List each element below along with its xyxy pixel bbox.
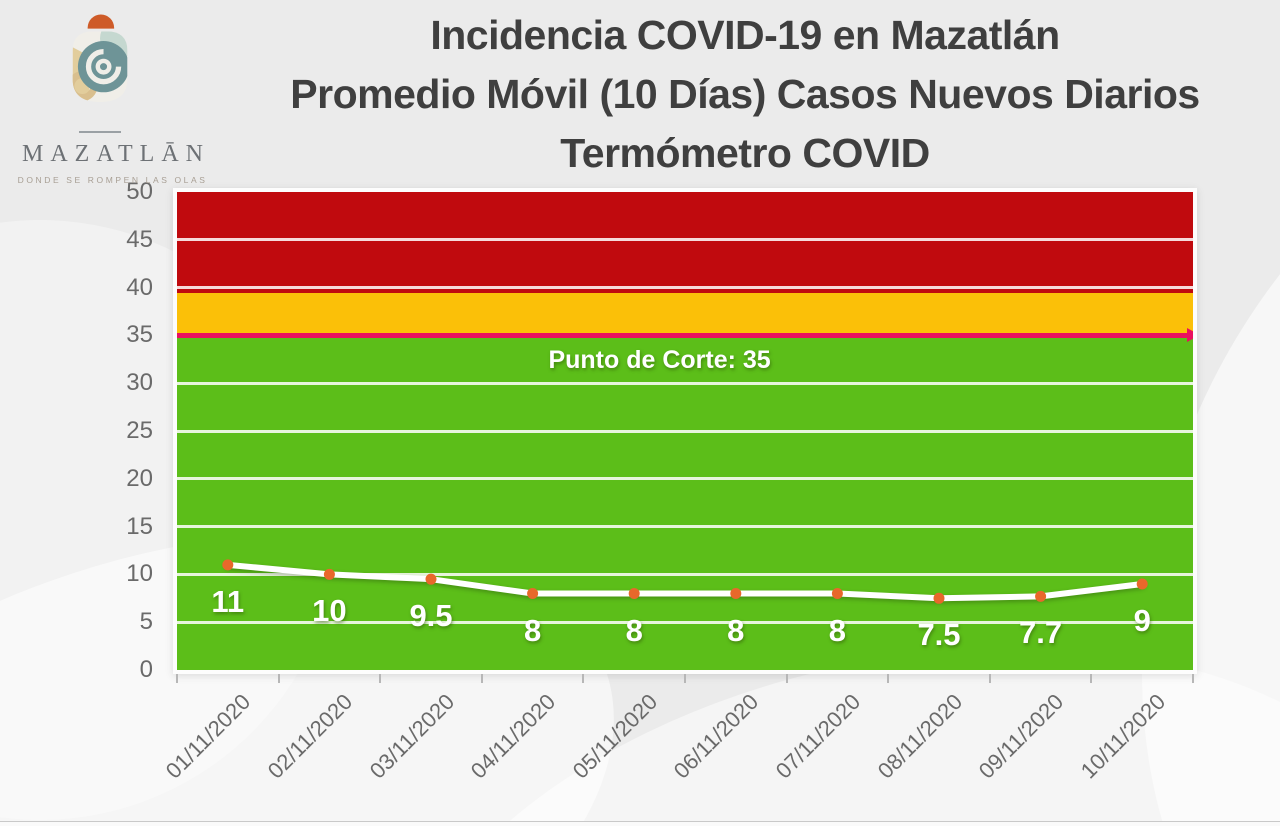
x-axis-tick bbox=[684, 674, 686, 683]
x-tick-label: 08/11/2020 bbox=[872, 689, 967, 784]
data-point-marker bbox=[1035, 590, 1047, 602]
zone-green bbox=[177, 335, 1193, 670]
data-point-marker bbox=[425, 573, 437, 585]
x-axis-tick bbox=[582, 674, 585, 683]
data-label: 8 bbox=[523, 612, 542, 648]
chart-title: Incidencia COVID-19 en Mazatlán Promedio… bbox=[235, 6, 1255, 183]
gridline-25 bbox=[177, 429, 1193, 433]
gridline-45 bbox=[177, 238, 1193, 242]
plot-area: Punto de Corte: 35 11 10 9.5 8 8 8 8 7.5 7.7 9 bbox=[173, 188, 1197, 674]
zone-red bbox=[177, 192, 1193, 294]
data-label: 8 bbox=[727, 612, 745, 648]
y-tick-label: 35 bbox=[126, 321, 153, 349]
y-tick-label: 20 bbox=[126, 464, 153, 492]
logo-brand-text: MAZATLĀN bbox=[22, 141, 210, 167]
plot-inner: Punto de Corte: 35 11 10 9.5 8 8 8 8 7.5 7.7 9 bbox=[177, 192, 1193, 670]
bottom-edge-bar bbox=[0, 821, 1280, 826]
data-point-marker bbox=[1136, 578, 1148, 590]
title-line-2: Promedio Móvil (10 Días) Casos Nuevos Di… bbox=[290, 71, 1200, 117]
y-axis: 0 5 10 15 20 25 30 35 40 45 50 bbox=[0, 179, 153, 683]
zone-yellow bbox=[177, 293, 1193, 336]
y-tick-label: 10 bbox=[126, 560, 153, 588]
y-tick-label: 5 bbox=[139, 608, 153, 636]
x-axis-tick bbox=[480, 674, 483, 683]
y-tick-label: 25 bbox=[126, 417, 153, 444]
x-tick-label: 04/11/2020 bbox=[465, 689, 561, 784]
x-tick-label: 10/11/2020 bbox=[1075, 689, 1170, 784]
data-point-marker bbox=[323, 568, 335, 580]
y-tick-label: 15 bbox=[126, 512, 153, 540]
x-axis-tick bbox=[379, 674, 382, 683]
gridline-40 bbox=[177, 286, 1193, 290]
cutoff-label: Punto de Corte: 35 bbox=[548, 346, 771, 375]
data-point-marker bbox=[222, 559, 234, 571]
y-tick-label: 50 bbox=[126, 178, 153, 205]
logo-divider bbox=[79, 131, 121, 133]
x-tick-label: 09/11/2020 bbox=[973, 689, 1069, 784]
cutoff-line bbox=[177, 327, 1193, 342]
gridline-20 bbox=[177, 477, 1193, 481]
gridline-10 bbox=[177, 572, 1193, 576]
data-label: 8 bbox=[828, 612, 847, 648]
x-axis-tick bbox=[1192, 674, 1194, 683]
gridline-5 bbox=[177, 620, 1193, 624]
mazatlan-shell-icon bbox=[72, 14, 128, 102]
x-tick-label: 05/11/2020 bbox=[567, 689, 662, 784]
x-axis-tick bbox=[1090, 674, 1093, 683]
x-axis-tick bbox=[785, 674, 788, 683]
x-axis: 01/11/2020 02/11/2020 03/11/2020 04/11/2020… bbox=[161, 674, 1194, 824]
y-tick-label: 0 bbox=[139, 656, 153, 683]
y-tick-label: 40 bbox=[126, 273, 153, 301]
data-point-marker bbox=[527, 588, 539, 600]
y-tick-label: 30 bbox=[126, 369, 153, 397]
x-axis-tick bbox=[988, 674, 991, 683]
logo-tagline-text: DONDE SE ROMPEN LAS OLAS bbox=[17, 175, 208, 185]
x-axis-tick bbox=[887, 674, 890, 683]
data-label: 9.5 bbox=[409, 598, 453, 634]
data-point-marker bbox=[730, 588, 742, 600]
x-tick-label: 06/11/2020 bbox=[669, 689, 764, 784]
x-tick-label: 07/11/2020 bbox=[770, 689, 866, 784]
data-point-marker bbox=[628, 588, 640, 600]
data-label: 7.7 bbox=[1019, 615, 1063, 651]
title-line-1: Incidencia COVID-19 en Mazatlán bbox=[430, 12, 1060, 58]
data-label: 9 bbox=[1133, 602, 1151, 638]
gridline-30 bbox=[177, 381, 1193, 385]
trend-line-layer bbox=[222, 559, 1148, 604]
x-tick-label: 02/11/2020 bbox=[262, 689, 358, 784]
cutoff-arrow-icon bbox=[1187, 327, 1193, 342]
data-label: 7.5 bbox=[917, 617, 961, 653]
data-label: 10 bbox=[312, 593, 347, 629]
title-line-3: Termómetro COVID bbox=[560, 130, 930, 176]
data-point-marker bbox=[831, 588, 843, 600]
y-tick-label: 45 bbox=[126, 225, 153, 253]
data-label: 8 bbox=[625, 612, 643, 648]
data-point-marker bbox=[933, 592, 945, 604]
x-axis-tick bbox=[176, 674, 178, 683]
x-tick-label: 03/11/2020 bbox=[364, 689, 459, 784]
trend-line bbox=[224, 561, 1146, 602]
mazatlan-logo: MAZATLĀN DONDE SE ROMPEN LAS OLAS bbox=[15, 8, 210, 185]
gridline-15 bbox=[177, 525, 1193, 529]
data-label: 11 bbox=[211, 583, 245, 619]
x-axis-tick bbox=[277, 674, 280, 683]
